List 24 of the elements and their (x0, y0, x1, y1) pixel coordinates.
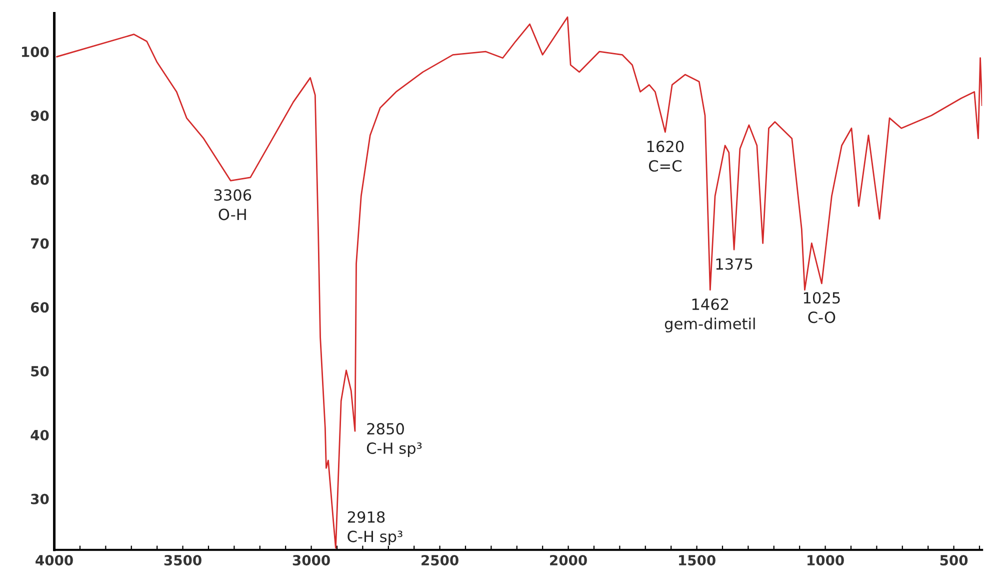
line-series (56, 16, 982, 549)
x-tick-label: 2000 (550, 554, 587, 566)
x-tick-label: 3500 (164, 554, 202, 566)
x-tick-label: 4000 (36, 554, 73, 566)
y-tick-label: 30 (31, 494, 49, 504)
annotation: 1620 C=C (647, 140, 684, 172)
x-tick-label: 500 (940, 554, 968, 566)
y-tick-label: 40 (30, 430, 49, 440)
y-tick-label: 50 (31, 366, 49, 376)
annotation: 1025 C-O (804, 292, 840, 324)
x-tick-label: 2500 (422, 554, 458, 566)
annotation: 1462 gem-dimetil (664, 298, 755, 332)
y-tick-label: 90 (30, 110, 49, 121)
y-tick-label: 70 (31, 238, 49, 249)
annotation: 2918 C-H sp³ (348, 511, 402, 546)
annotation: 1375 (716, 258, 752, 270)
x-tick-label: 3000 (292, 554, 330, 566)
x-tick-label: 1000 (808, 554, 844, 566)
annotation: 3306 O-H (214, 189, 252, 220)
y-tick-label: 80 (30, 174, 49, 185)
annotation: 2850 C-H sp³ (366, 422, 422, 457)
y-tick-label: 60 (30, 302, 49, 313)
y-tick-label: 100 (22, 46, 49, 58)
x-tick-label: 1500 (679, 554, 716, 566)
